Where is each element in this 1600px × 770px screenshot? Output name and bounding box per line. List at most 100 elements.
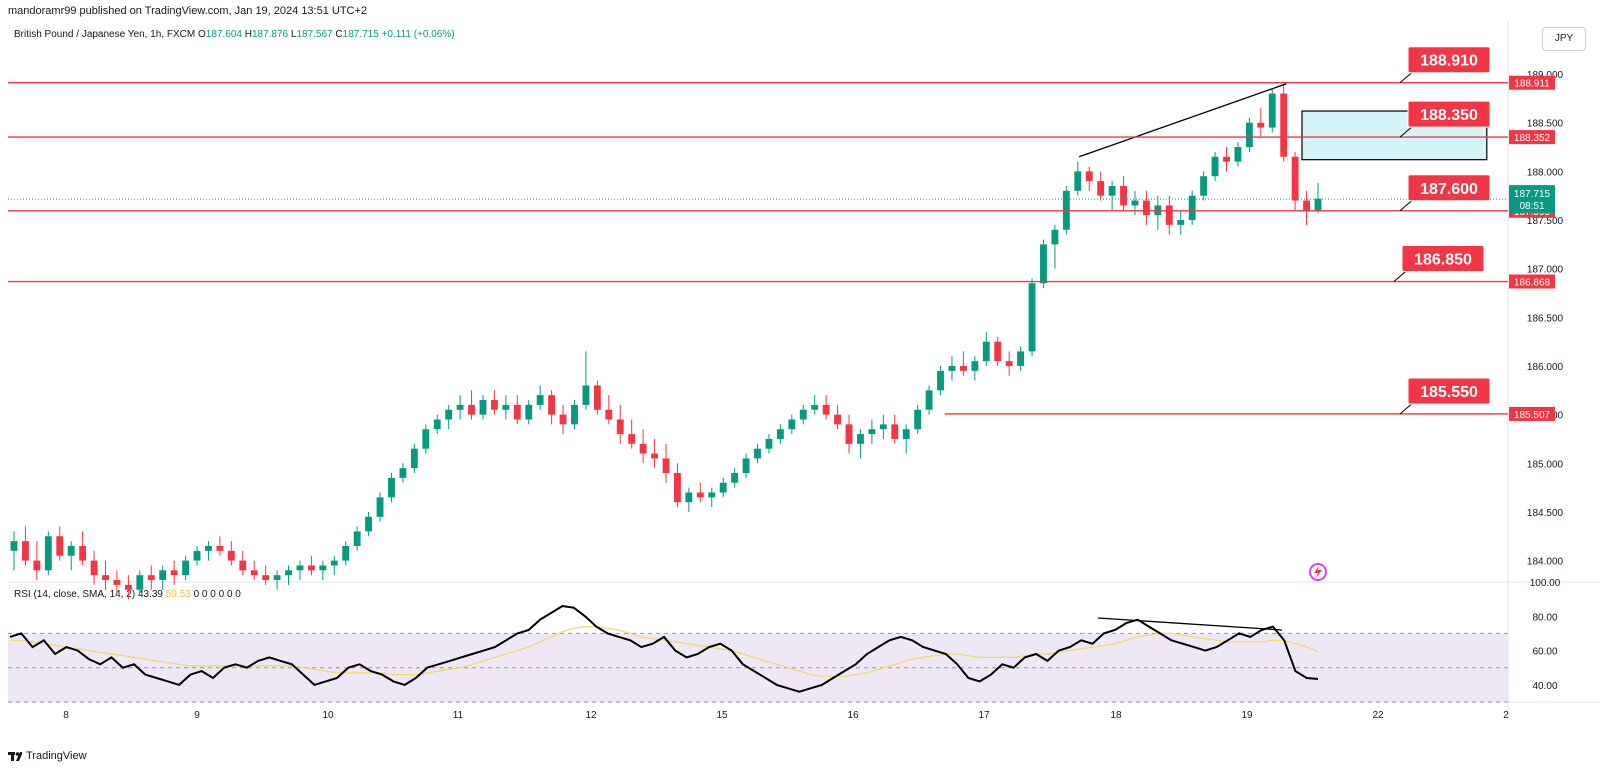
- candle-body: [1234, 147, 1242, 162]
- candle-body: [834, 414, 842, 425]
- candle-body: [857, 434, 864, 444]
- time-tick-label: 12: [585, 710, 597, 721]
- candle-body: [982, 341, 990, 362]
- candle-body: [1280, 93, 1288, 157]
- candle-body: [731, 473, 739, 483]
- candle-body: [845, 424, 853, 444]
- ohlc-close-label: C: [335, 29, 343, 40]
- candle-body: [102, 575, 109, 581]
- candle-body: [1097, 181, 1105, 196]
- level-callout-label: 186.850: [1414, 252, 1472, 269]
- candle-body: [285, 570, 292, 576]
- candle-body: [925, 390, 933, 410]
- level-callout-label: 188.350: [1420, 107, 1478, 124]
- time-tick-label: 2: [1503, 710, 1509, 721]
- lightning-icon[interactable]: [1309, 563, 1327, 581]
- time-tick-label: 9: [194, 710, 200, 721]
- ohlc-open-label: O: [198, 29, 206, 40]
- rsi-legend-label: RSI (14, close, SMA, 14, 2): [14, 589, 136, 600]
- symbol-description: British Pound / Japanese Yen, 1h, FXCM: [14, 29, 196, 40]
- candle-body: [548, 395, 556, 415]
- level-callout-label: 187.600: [1420, 181, 1478, 198]
- price-tick-label: 184.500: [1527, 508, 1564, 519]
- candle-body: [307, 565, 315, 571]
- ohlc-low: 187.567: [296, 29, 333, 40]
- candle-body: [582, 385, 590, 405]
- candle-body: [868, 429, 876, 435]
- candle-body: [559, 414, 567, 425]
- rsi-tick-label: 100.00: [1530, 578, 1561, 589]
- price-tick-label: 185.000: [1527, 459, 1564, 470]
- candle-body: [1028, 283, 1036, 352]
- currency-button[interactable]: JPY: [1542, 27, 1586, 51]
- candle-body: [651, 453, 658, 459]
- candle-body: [879, 424, 887, 430]
- candle-body: [182, 560, 190, 576]
- candle-body: [742, 458, 750, 474]
- candle-body: [994, 341, 1002, 362]
- price-tick-label: 184.000: [1527, 557, 1564, 568]
- candle-body: [147, 575, 155, 581]
- candle-body: [1051, 229, 1059, 245]
- candle-body: [193, 550, 201, 561]
- last-price-label: 187.715: [1514, 189, 1551, 200]
- rsi-tick-label: 40.00: [1532, 681, 1557, 692]
- candle-body: [79, 545, 87, 561]
- rsi-legend: RSI (14, close, SMA, 14, 2) 43.39 59.53 …: [14, 589, 241, 600]
- last-price-badge: [1509, 185, 1555, 214]
- candle-body: [216, 545, 224, 551]
- time-tick-label: 22: [1372, 710, 1384, 721]
- candle-body: [1165, 205, 1173, 225]
- candle-body: [342, 545, 350, 561]
- rsi-divergence-line: [1097, 617, 1283, 631]
- candle-body: [593, 385, 601, 410]
- candle-body: [67, 545, 75, 556]
- candle-body: [296, 565, 304, 571]
- candle-body: [136, 575, 144, 590]
- candle-body: [273, 575, 281, 581]
- price-trendline: [1078, 83, 1287, 158]
- symbol-legend: British Pound / Japanese Yen, 1h, FXCM O…: [14, 29, 455, 40]
- candle-body: [754, 448, 761, 459]
- candle-body: [422, 429, 430, 449]
- candle-body: [445, 409, 453, 420]
- price-tick-label: 189.000: [1527, 70, 1564, 81]
- candle-body: [330, 560, 338, 566]
- candle-body: [937, 370, 944, 391]
- countdown-label: 08:51: [1519, 201, 1544, 212]
- price-tick-label: 186.000: [1527, 362, 1564, 373]
- candle-body: [696, 492, 704, 498]
- candle-body: [1074, 171, 1082, 191]
- candle-body: [891, 424, 899, 439]
- candle-body: [811, 404, 819, 410]
- price-tick-label: 187.000: [1527, 265, 1564, 276]
- candle-body: [1223, 156, 1230, 162]
- candle-body: [1131, 200, 1139, 206]
- candle-body: [685, 492, 693, 503]
- footer-brand-label: TradingView: [26, 750, 87, 762]
- candle-body: [1017, 351, 1025, 366]
- candle-body: [410, 448, 418, 469]
- ohlc-change: +0.111 (+0.06%): [381, 29, 455, 40]
- level-axis-label: 188.352: [1514, 133, 1551, 144]
- candle-body: [1200, 176, 1208, 196]
- rsi-value: 43.39: [137, 589, 163, 600]
- candle-body: [479, 400, 487, 415]
- candle-body: [1108, 185, 1116, 196]
- candle-body: [948, 365, 956, 371]
- candle-body: [1120, 185, 1127, 206]
- candle-body: [56, 536, 64, 556]
- candle-body: [513, 404, 521, 420]
- time-tick-label: 10: [322, 710, 334, 721]
- footer-brand: TradingView: [8, 750, 87, 762]
- candle-body: [708, 492, 716, 498]
- candle-body: [90, 560, 98, 576]
- candle-body: [502, 404, 510, 410]
- candle-body: [170, 570, 178, 576]
- candle-body: [353, 531, 361, 546]
- candle-body: [1188, 195, 1196, 221]
- level-axis-badge: [1509, 75, 1555, 90]
- candle-body: [971, 361, 979, 371]
- candle-body: [113, 580, 121, 585]
